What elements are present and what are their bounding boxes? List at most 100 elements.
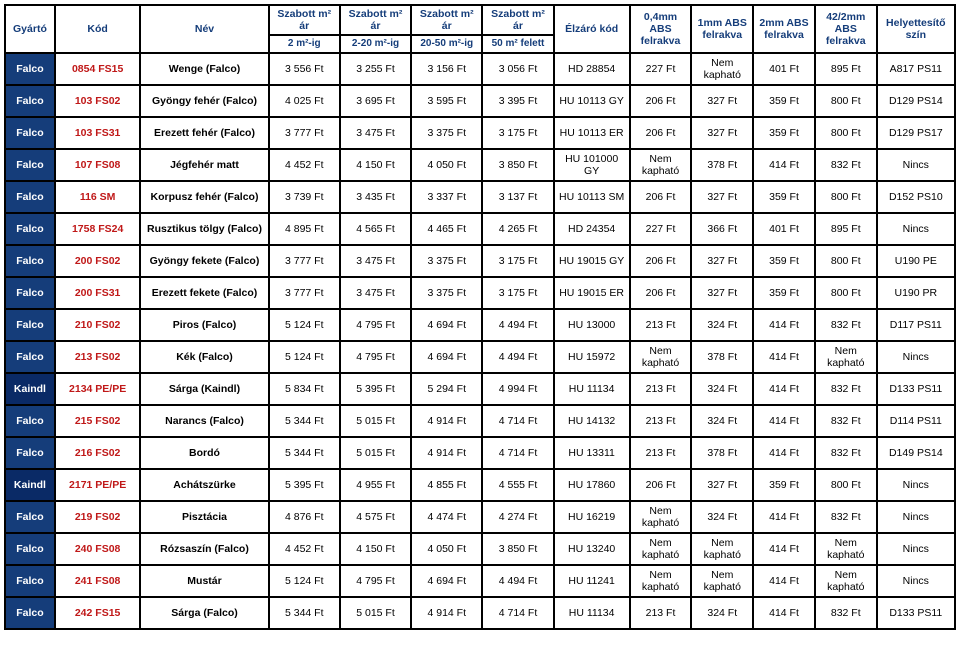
abs-42: 832 Ft	[815, 597, 877, 629]
price-4: 3 175 Ft	[482, 277, 553, 309]
price-1: 4 876 Ft	[269, 501, 340, 533]
table-row: Falco240 FS08Rózsaszín (Falco)4 452 Ft4 …	[5, 533, 955, 565]
abs-1: 324 Ft	[691, 501, 753, 533]
abs-04: 213 Ft	[630, 597, 692, 629]
table-row: Falco219 FS02Pisztácia4 876 Ft4 575 Ft4 …	[5, 501, 955, 533]
table-row: Falco1758 FS24Rusztikus tölgy (Falco)4 8…	[5, 213, 955, 245]
price-2: 3 255 Ft	[340, 53, 411, 85]
name-cell: Achátszürke	[140, 469, 268, 501]
price-1: 5 344 Ft	[269, 597, 340, 629]
abs-2: 359 Ft	[753, 181, 815, 213]
price-3: 3 156 Ft	[411, 53, 482, 85]
abs-42: 800 Ft	[815, 277, 877, 309]
edge-cell: HD 24354	[554, 213, 630, 245]
edge-cell: HU 13311	[554, 437, 630, 469]
abs-2: 414 Ft	[753, 341, 815, 373]
abs-1: Nem kapható	[691, 53, 753, 85]
sub-2-20m2: 2-20 m²-ig	[340, 35, 411, 53]
abs-1: 378 Ft	[691, 149, 753, 181]
code-cell: 2134 PE/PE	[55, 373, 141, 405]
table-row: Falco200 FS02Gyöngy fekete (Falco)3 777 …	[5, 245, 955, 277]
sub-cell: D133 PS11	[877, 597, 955, 629]
abs-04: Nem kapható	[630, 149, 692, 181]
sub-cell: D129 PS17	[877, 117, 955, 149]
table-head: Gyártó Kód Név Szabott m² ár Szabott m² …	[5, 5, 955, 53]
sub-cell: D114 PS11	[877, 405, 955, 437]
sub-cell: Nincs	[877, 501, 955, 533]
sub-cell: Nincs	[877, 213, 955, 245]
price-4: 4 265 Ft	[482, 213, 553, 245]
code-cell: 242 FS15	[55, 597, 141, 629]
edge-cell: HU 10113 ER	[554, 117, 630, 149]
edge-cell: HU 19015 GY	[554, 245, 630, 277]
name-cell: Erezett fekete (Falco)	[140, 277, 268, 309]
col-nev: Név	[140, 5, 268, 53]
price-3: 4 694 Ft	[411, 341, 482, 373]
table-row: Falco103 FS02Gyöngy fehér (Falco)4 025 F…	[5, 85, 955, 117]
price-3: 4 050 Ft	[411, 533, 482, 565]
edge-cell: HU 16219	[554, 501, 630, 533]
name-cell: Korpusz fehér (Falco)	[140, 181, 268, 213]
abs-42: 832 Ft	[815, 309, 877, 341]
abs-1: 327 Ft	[691, 117, 753, 149]
price-4: 3 137 Ft	[482, 181, 553, 213]
code-cell: 213 FS02	[55, 341, 141, 373]
abs-04: 206 Ft	[630, 469, 692, 501]
table-row: Kaindl2134 PE/PESárga (Kaindl)5 834 Ft5 …	[5, 373, 955, 405]
abs-04: 213 Ft	[630, 309, 692, 341]
price-2: 3 475 Ft	[340, 117, 411, 149]
abs-1: 327 Ft	[691, 181, 753, 213]
price-2: 4 795 Ft	[340, 341, 411, 373]
edge-cell: HU 19015 ER	[554, 277, 630, 309]
abs-04: Nem kapható	[630, 533, 692, 565]
abs-42: 832 Ft	[815, 149, 877, 181]
abs-2: 414 Ft	[753, 437, 815, 469]
code-cell: 200 FS31	[55, 277, 141, 309]
abs-42: 832 Ft	[815, 437, 877, 469]
price-3: 3 595 Ft	[411, 85, 482, 117]
abs-04: 227 Ft	[630, 53, 692, 85]
table-row: Falco213 FS02Kék (Falco)5 124 Ft4 795 Ft…	[5, 341, 955, 373]
price-2: 5 015 Ft	[340, 437, 411, 469]
col-abs-42: 42/2mm ABS felrakva	[815, 5, 877, 53]
abs-04: 213 Ft	[630, 437, 692, 469]
sub-cell: D152 PS10	[877, 181, 955, 213]
price-2: 3 695 Ft	[340, 85, 411, 117]
price-4: 3 850 Ft	[482, 149, 553, 181]
mfr-cell: Falco	[5, 181, 55, 213]
col-szabott-3: Szabott m² ár	[411, 5, 482, 35]
abs-04: 213 Ft	[630, 405, 692, 437]
price-2: 4 955 Ft	[340, 469, 411, 501]
col-helyett: Helyettesítő szín	[877, 5, 955, 53]
abs-42: 832 Ft	[815, 405, 877, 437]
mfr-cell: Kaindl	[5, 469, 55, 501]
sub-cell: U190 PE	[877, 245, 955, 277]
price-3: 3 375 Ft	[411, 277, 482, 309]
edge-cell: HU 10113 GY	[554, 85, 630, 117]
table-row: Falco107 FS08Jégfehér matt4 452 Ft4 150 …	[5, 149, 955, 181]
abs-1: 324 Ft	[691, 373, 753, 405]
table-row: Falco0854 FS15Wenge (Falco)3 556 Ft3 255…	[5, 53, 955, 85]
edge-cell: HU 10113 SM	[554, 181, 630, 213]
edge-cell: HU 15972	[554, 341, 630, 373]
code-cell: 116 SM	[55, 181, 141, 213]
abs-42: 800 Ft	[815, 181, 877, 213]
mfr-cell: Falco	[5, 277, 55, 309]
price-3: 3 375 Ft	[411, 245, 482, 277]
abs-04: 206 Ft	[630, 277, 692, 309]
table-row: Kaindl2171 PE/PEAchátszürke5 395 Ft4 955…	[5, 469, 955, 501]
price-4: 4 494 Ft	[482, 565, 553, 597]
edge-cell: HU 11241	[554, 565, 630, 597]
price-4: 4 494 Ft	[482, 341, 553, 373]
abs-04: 206 Ft	[630, 245, 692, 277]
abs-04: Nem kapható	[630, 501, 692, 533]
edge-cell: HU 17860	[554, 469, 630, 501]
table-row: Falco210 FS02Piros (Falco)5 124 Ft4 795 …	[5, 309, 955, 341]
edge-cell: HU 13240	[554, 533, 630, 565]
price-3: 4 694 Ft	[411, 565, 482, 597]
abs-42: 832 Ft	[815, 501, 877, 533]
abs-1: 327 Ft	[691, 469, 753, 501]
abs-42: 895 Ft	[815, 53, 877, 85]
price-1: 4 025 Ft	[269, 85, 340, 117]
abs-42: 895 Ft	[815, 213, 877, 245]
